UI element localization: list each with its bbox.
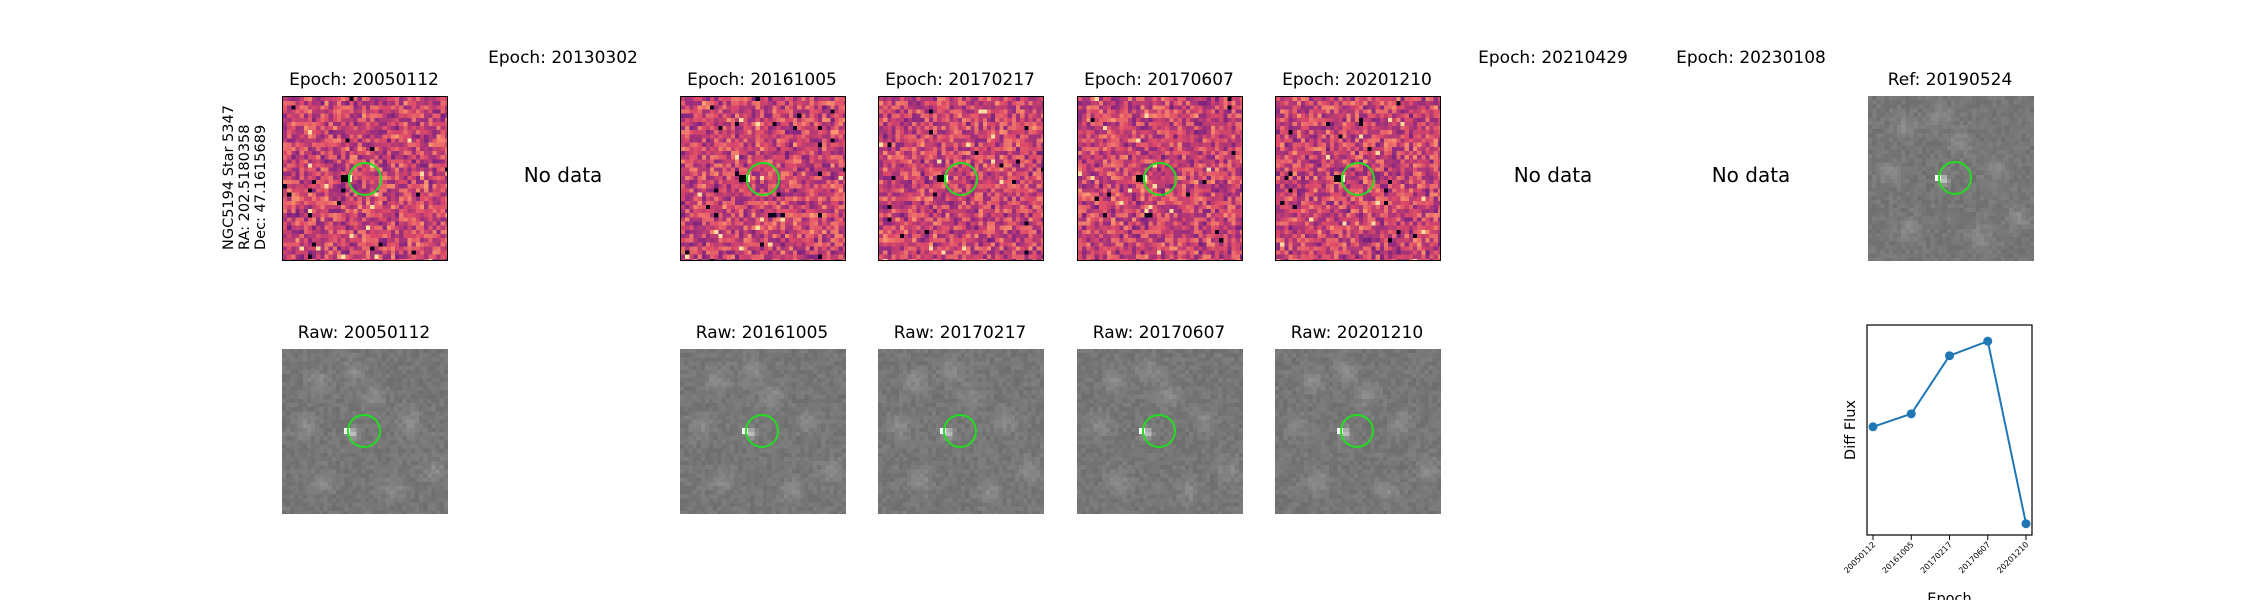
diff-title: Epoch: 20230108 <box>1676 48 1826 68</box>
x-tick-label: 20050112 <box>1842 540 1877 575</box>
raw-pixels <box>1077 349 1243 514</box>
target-circle-icon <box>347 414 381 448</box>
data-point <box>1983 336 1993 346</box>
diff-title: Epoch: 20170217 <box>885 70 1035 90</box>
object-ra: RA: 202.5180358 <box>237 124 253 250</box>
diff-image <box>282 96 448 261</box>
diff-pixels <box>681 97 845 260</box>
x-axis-label: Epoch <box>1927 591 1971 600</box>
data-point <box>1906 409 1916 419</box>
no-data-label: No data <box>523 163 603 187</box>
target-circle-icon <box>1938 161 1972 195</box>
diff-pixels <box>1078 97 1242 260</box>
y-axis-label: Diff Flux <box>1843 400 1859 460</box>
target-circle-icon <box>745 414 779 448</box>
diff-image <box>680 96 846 261</box>
series-line <box>1872 339 2027 524</box>
x-tick-label: 20201210 <box>1995 540 2030 575</box>
target-circle-icon <box>943 414 977 448</box>
object-dec: Dec: 47.1615689 <box>253 124 269 250</box>
diff-title: Epoch: 20201210 <box>1282 70 1432 90</box>
x-tick-label: 20170607 <box>1957 540 1992 575</box>
raw-image <box>878 349 1044 514</box>
star-residual <box>1136 175 1143 182</box>
diff-title: Epoch: 20050112 <box>289 70 439 90</box>
target-circle-icon <box>1340 414 1374 448</box>
star-residual <box>1334 175 1341 182</box>
diff-image <box>878 96 1044 261</box>
no-data-label: No data <box>1711 163 1791 187</box>
ref-image <box>1868 96 2034 261</box>
raw-pixels <box>1868 96 2034 261</box>
target-circle-icon <box>1143 162 1177 196</box>
raw-pixels <box>1275 349 1441 514</box>
raw-title: Raw: 20170607 <box>1092 323 1226 343</box>
star-residual <box>341 175 348 182</box>
raw-title: Raw: 20050112 <box>297 323 431 343</box>
diff-title: Epoch: 20161005 <box>687 70 837 90</box>
data-point <box>2021 519 2031 529</box>
raw-pixels <box>282 349 448 514</box>
light-curve-chart: 20050112 20161005 20170217 20170607 20201210… <box>1842 324 2033 600</box>
target-circle-icon <box>1142 414 1176 448</box>
object-name: NGC5194 Star 5347 <box>221 105 237 250</box>
diff-pixels <box>283 97 447 260</box>
diff-image <box>1275 96 1441 261</box>
diff-title: Epoch: 20170607 <box>1084 70 1234 90</box>
no-data-label: No data <box>1513 163 1593 187</box>
target-circle-icon <box>746 162 780 196</box>
raw-image <box>282 349 448 514</box>
diff-pixels <box>1276 97 1440 260</box>
data-point <box>1868 422 1878 432</box>
target-circle-icon <box>1341 162 1375 196</box>
diff-image <box>1077 96 1243 261</box>
star-residual <box>937 175 944 182</box>
x-tick-label: 20161005 <box>1881 540 1916 575</box>
raw-pixels <box>680 349 846 514</box>
target-circle-icon <box>944 162 978 196</box>
raw-image <box>1275 349 1441 514</box>
object-info: NGC5194 Star 5347 RA: 202.5180358 Dec: 4… <box>221 105 269 250</box>
diff-title: Epoch: 20130302 <box>488 48 638 68</box>
x-tick-label: 20170217 <box>1919 540 1954 575</box>
raw-title: Raw: 20170217 <box>893 323 1027 343</box>
diff-pixels <box>879 97 1043 260</box>
raw-image <box>1077 349 1243 514</box>
star-residual <box>739 175 746 182</box>
raw-pixels <box>878 349 1044 514</box>
data-point <box>1945 351 1954 361</box>
ref-title: Ref: 20190524 <box>1887 70 2013 90</box>
target-circle-icon <box>348 162 382 196</box>
raw-image <box>680 349 846 514</box>
raw-title: Raw: 20201210 <box>1290 323 1424 343</box>
raw-title: Raw: 20161005 <box>695 323 829 343</box>
diff-title: Epoch: 20210429 <box>1478 48 1628 68</box>
